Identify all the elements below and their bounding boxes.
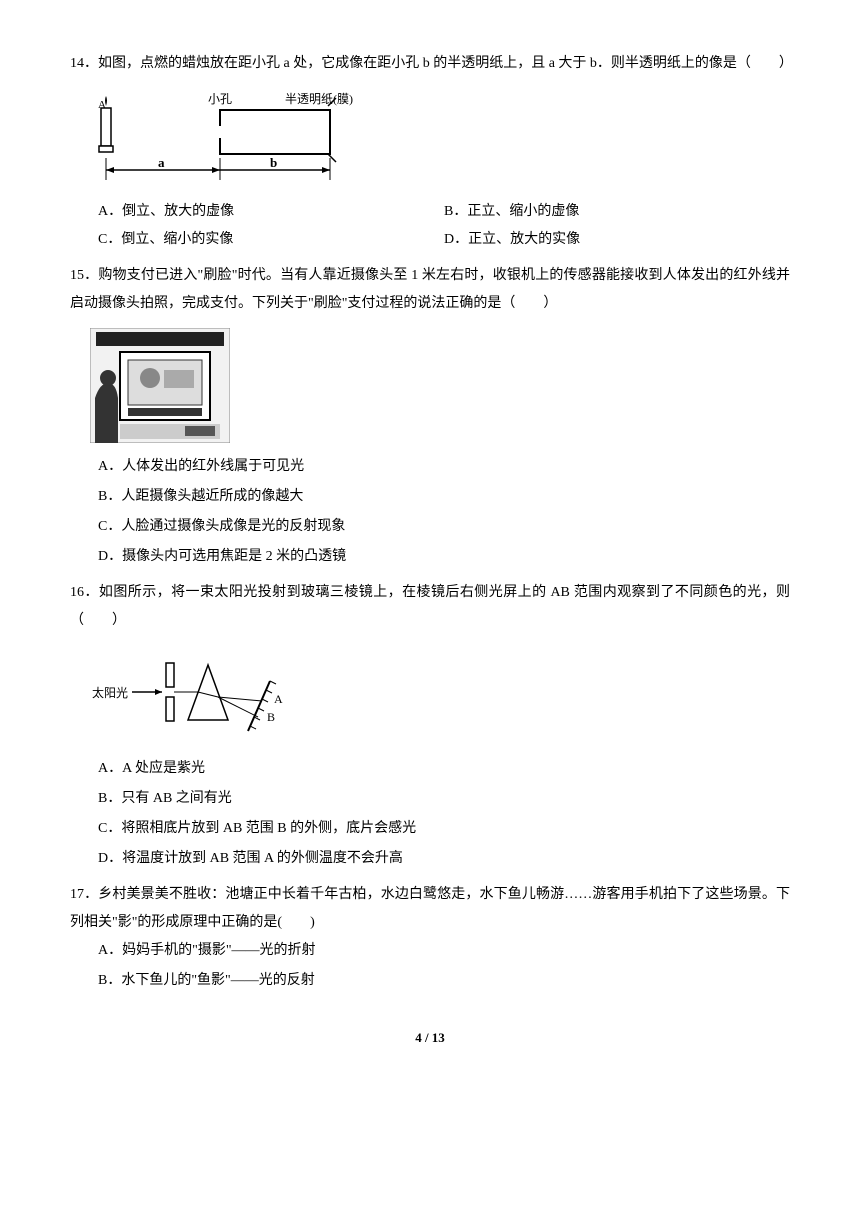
q14-options-row1: A．倒立、放大的虚像 B．正立、缩小的虚像 <box>98 198 790 226</box>
q16-options: A．A 处应是紫光 B．只有 AB 之间有光 C．将照相底片放到 AB 范围 B… <box>98 755 790 873</box>
hatch6 <box>250 726 256 729</box>
hatch4 <box>258 708 264 711</box>
q15-optC: C．人脸通过摄像头成像是光的反射现象 <box>98 513 790 541</box>
slit-bot <box>166 697 174 721</box>
question-15-text: 15．购物支付已进入"刷脸"时代。当有人靠近摄像头至 1 米左右时，收银机上的传… <box>70 262 790 318</box>
page-number: 4 / 13 <box>70 1025 790 1051</box>
q14-optC: C．倒立、缩小的实像 <box>98 226 444 254</box>
q16-figure: 太阳光 A B <box>90 645 790 745</box>
slit-top <box>166 663 174 687</box>
question-14: 14．如图，点燃的蜡烛放在距小孔 a 处，它成像在距小孔 b 的半透明纸上，且 … <box>70 50 790 254</box>
q16-optC: C．将照相底片放到 AB 范围 B 的外侧，底片会感光 <box>98 815 790 843</box>
sun-label: 太阳光 <box>92 685 128 700</box>
question-16-text: 16．如图所示，将一束太阳光投射到玻璃三棱镜上，在棱镜后右侧光屏上的 AB 范围… <box>70 579 790 635</box>
q14-options-row2: C．倒立、缩小的实像 D．正立、放大的实像 <box>98 226 790 254</box>
question-17: 17．乡村美景美不胜收：池塘正中长着千年古柏，水边白鹭悠走，水下鱼儿畅游……游客… <box>70 881 790 995</box>
face-circle <box>140 368 160 388</box>
q15-optB: B．人距摄像头越近所成的像越大 <box>98 483 790 511</box>
hole-label: 小孔 <box>208 92 232 106</box>
question-15: 15．购物支付已进入"刷脸"时代。当有人靠近摄像头至 1 米左右时，收银机上的传… <box>70 262 790 571</box>
q17-optB: B．水下鱼儿的"鱼影"——光的反射 <box>98 967 790 995</box>
q15-body: ．购物支付已进入"刷脸"时代。当有人靠近摄像头至 1 米左右时，收银机上的传感器… <box>70 268 790 311</box>
a-arrow-r <box>212 167 220 173</box>
q14-figure: A 小孔 半透明纸(膜) a b <box>90 88 790 188</box>
label-A: A <box>274 692 283 706</box>
q15-optD: D．摄像头内可选用焦距是 2 米的凸透镜 <box>98 543 790 571</box>
hatch3 <box>262 699 268 702</box>
box <box>220 110 330 154</box>
q15-num: 15 <box>70 268 84 283</box>
a-label: a <box>158 155 165 170</box>
q16-body: ．如图所示，将一束太阳光投射到玻璃三棱镜上，在棱镜后右侧光屏上的 AB 范围内观… <box>70 585 790 628</box>
candle-body <box>101 108 111 146</box>
person-head <box>100 370 116 386</box>
paper-label: 半透明纸(膜) <box>285 92 353 106</box>
q14-optA: A．倒立、放大的虚像 <box>98 198 444 226</box>
q15-options: A．人体发出的红外线属于可见光 B．人距摄像头越近所成的像越大 C．人脸通过摄像… <box>98 453 790 571</box>
q14-optB: B．正立、缩小的虚像 <box>444 198 790 226</box>
hatch2 <box>266 690 272 693</box>
b-arrow-r <box>322 167 330 173</box>
sun-arrow <box>155 689 162 695</box>
hatch1 <box>270 681 276 684</box>
q14-num: 14 <box>70 56 84 71</box>
q16-optA: A．A 处应是紫光 <box>98 755 790 783</box>
q16-num: 16 <box>70 585 84 600</box>
question-17-text: 17．乡村美景美不胜收：池塘正中长着千年古柏，水边白鹭悠走，水下鱼儿畅游……游客… <box>70 881 790 937</box>
q15-optA: A．人体发出的红外线属于可见光 <box>98 453 790 481</box>
q17-options: A．妈妈手机的"摄影"——光的折射 B．水下鱼儿的"鱼影"——光的反射 <box>98 937 790 995</box>
q16-optB: B．只有 AB 之间有光 <box>98 785 790 813</box>
q14-body: ．如图，点燃的蜡烛放在距小孔 a 处，它成像在距小孔 b 的半透明纸上，且 a … <box>84 56 793 71</box>
hatch5 <box>254 717 260 720</box>
photo-header <box>96 332 224 346</box>
pinhole-diagram: A 小孔 半透明纸(膜) a b <box>90 88 370 188</box>
question-14-text: 14．如图，点燃的蜡烛放在距小孔 a 处，它成像在距小孔 b 的半透明纸上，且 … <box>70 50 790 78</box>
q17-optA: A．妈妈手机的"摄影"——光的折射 <box>98 937 790 965</box>
label-B: B <box>267 710 275 724</box>
screen-text-bar <box>128 408 202 416</box>
question-16: 16．如图所示，将一束太阳光投射到玻璃三棱镜上，在棱镜后右侧光屏上的 AB 范围… <box>70 579 790 873</box>
q15-figure <box>90 328 790 443</box>
candle-base <box>99 146 113 152</box>
paper-flap-bot <box>328 154 336 162</box>
person-silhouette <box>95 383 118 443</box>
b-label: b <box>270 155 277 170</box>
a-arrow-l <box>106 167 114 173</box>
screen-panel <box>164 370 194 388</box>
q17-body: ．乡村美景美不胜收：池塘正中长着千年古柏，水边白鹭悠走，水下鱼儿畅游……游客用手… <box>70 887 790 930</box>
q14-optD: D．正立、放大的实像 <box>444 226 790 254</box>
keypad <box>185 426 215 436</box>
face-pay-photo <box>90 328 230 443</box>
q17-num: 17 <box>70 887 84 902</box>
q16-optD: D．将温度计放到 AB 范围 A 的外侧温度不会升高 <box>98 845 790 873</box>
prism-diagram: 太阳光 A B <box>90 645 300 745</box>
